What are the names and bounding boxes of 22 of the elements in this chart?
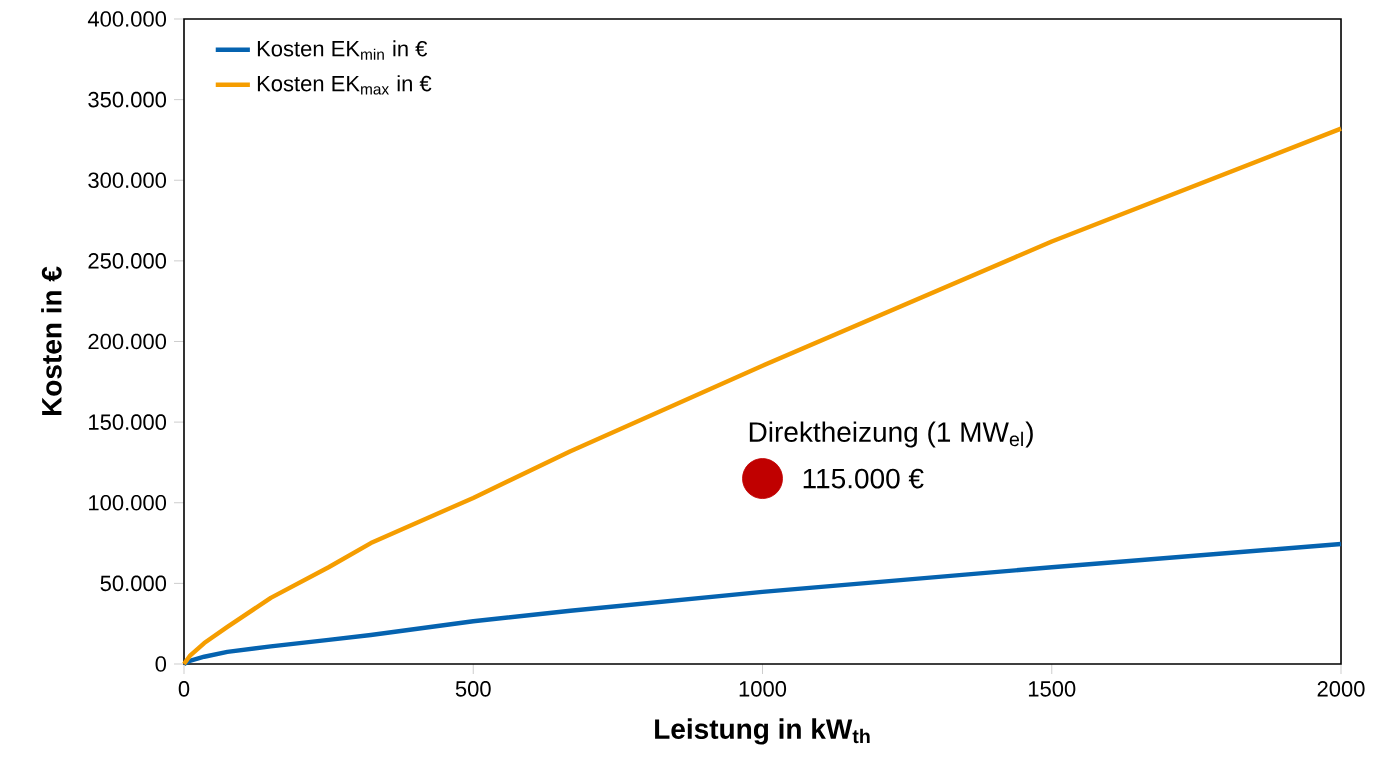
annotation: Direktheizung (1 MW$_{el}$) bbox=[749, 421, 1033, 448]
legend-label: Kosten EK$_{max}$ in € bbox=[257, 75, 432, 95]
y-tick-label: 300.000 bbox=[88, 172, 167, 189]
x-tick-label: 500 bbox=[455, 681, 491, 697]
y-tick-label: 150.000 bbox=[89, 414, 167, 430]
line-series bbox=[181, 541, 1344, 667]
y-tick-label: 0 bbox=[155, 656, 167, 672]
x-axis-title: Leistung in kW$_{th}$ bbox=[655, 718, 870, 745]
y-tick-label: 200.000 bbox=[88, 333, 167, 350]
x-tick-label: 0 bbox=[178, 681, 190, 697]
y-tick-label: 50.000 bbox=[100, 575, 167, 592]
x-tick-label: 1000 bbox=[739, 681, 787, 697]
x-tick-label: 1500 bbox=[1028, 681, 1076, 697]
y-axis-title: Kosten in € bbox=[41, 266, 62, 416]
line-series bbox=[181, 126, 1344, 667]
y-tick-label: 250.000 bbox=[88, 253, 167, 269]
y-tick-label: 350.000 bbox=[88, 91, 167, 108]
legend-label: Kosten EK$_{min}$ in € bbox=[257, 40, 428, 60]
x-tick-label: 2000 bbox=[1317, 681, 1365, 697]
y-tick-label: 100.000 bbox=[89, 494, 167, 511]
y-tick-label: 400.000 bbox=[87, 11, 167, 27]
data-label: 115.000 € bbox=[803, 468, 924, 489]
